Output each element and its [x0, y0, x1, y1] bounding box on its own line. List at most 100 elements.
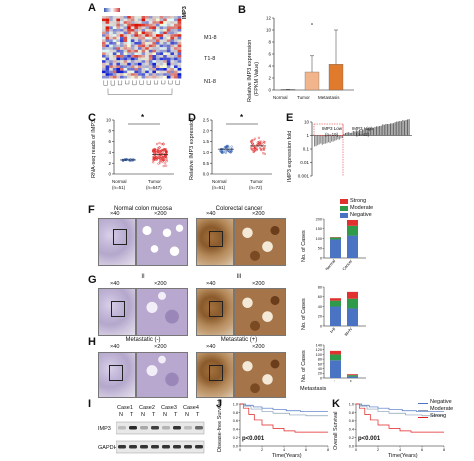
heatmap-cell: [127, 21, 131, 24]
heatmap-cell: [112, 16, 117, 19]
panel-j-curve-moderate: [240, 403, 328, 417]
heatmap-cell: [127, 39, 131, 43]
bar-f-bar-strong: [347, 219, 358, 226]
heatmap-cell: [116, 65, 121, 69]
heatmap-cell: [127, 31, 131, 35]
heatmap-cell: [120, 75, 124, 79]
heatmap-cell: [116, 36, 121, 40]
bar-h-ytick-label: 120: [316, 348, 322, 352]
heatmap-cell: [116, 21, 121, 24]
heatmap-cell: [145, 62, 149, 66]
heatmap-cell: [174, 52, 178, 56]
heatmap-cell: [116, 26, 121, 30]
heatmap-cell: [174, 29, 178, 32]
panel-b-ytick-label: 12: [266, 16, 272, 21]
heatmap-cell: [174, 21, 178, 24]
panel-k-km-plot: 0.0 0.2 0.4 0.6 0.8 1.0 0 2 4 6 8: [349, 402, 445, 452]
heatmap-cell: [159, 36, 164, 40]
heatmap-cell: [163, 49, 167, 53]
mag-g-4: ×200: [252, 281, 265, 287]
heatmap-cell: [152, 47, 157, 50]
heatmap-cell: [109, 62, 113, 66]
panel-b-ytick-label: 4: [268, 64, 271, 69]
panel-j-xtick-label: 0: [239, 448, 241, 452]
heatmap-cell: [112, 65, 117, 69]
heatmap-cell: [166, 47, 171, 50]
bar-h-ytick-label: 80: [318, 358, 322, 362]
panel-c-significance: *: [141, 113, 145, 122]
panel-e-bar: [320, 135, 322, 144]
panel-d-ytick-label: 0.5: [203, 161, 210, 166]
heatmap-cell: [123, 18, 128, 22]
panel-b-xtick-tumor: Tumor: [297, 95, 310, 100]
heatmap-cell: [163, 60, 167, 63]
panel-j-ytick-label: 0.4: [233, 428, 238, 432]
panel-c-tumor-point: [158, 156, 161, 159]
heatmap-cell: [134, 16, 139, 19]
panel-label-e: E: [286, 112, 294, 124]
heatmap-cell: [120, 49, 124, 53]
heatmap-cell: [166, 49, 171, 53]
panel-e-bar: [346, 132, 348, 136]
heatmap-cell: [145, 34, 149, 37]
heatmap-cell: [112, 75, 117, 79]
panel-c-tumor-point: [159, 160, 162, 163]
heatmap-cell: [156, 39, 160, 43]
heatmap-cell: [141, 57, 146, 61]
panel-d-normal-point: [228, 150, 231, 153]
heatmap-cell: [102, 57, 106, 61]
heatmap-cell: [170, 65, 175, 69]
heatmap-cell: [112, 62, 117, 66]
bar-h-ytick-label: 0: [320, 376, 322, 380]
heatmap-cell: [152, 52, 157, 56]
panel-label-c: C: [88, 112, 96, 124]
heatmap-cell: [174, 75, 178, 79]
heatmap-cell: [112, 36, 117, 40]
heatmap-cell: [123, 60, 128, 63]
panel-c-ytick-label: 2: [108, 161, 111, 166]
legend-swatch-moderate: [340, 206, 348, 211]
bar-g-ytick-label: 0: [320, 324, 322, 328]
heatmap-cell: [134, 29, 139, 32]
heatmap-cell: [123, 55, 128, 58]
panel-d-normal-point: [226, 144, 230, 147]
heatmap-cell: [102, 42, 106, 45]
panel-c-tumor-point: [157, 162, 160, 165]
panel-h-right-header: Metastatic (+): [220, 337, 258, 343]
panel-j-ytick-label: 0.8: [233, 411, 238, 415]
bar-h-ytick-label: 140: [316, 343, 322, 347]
heatmap-cell: [105, 16, 110, 19]
heatmap-cell: [134, 36, 139, 40]
panel-c-tumor-point: [155, 153, 158, 156]
panel-e-ytick-label: 0.1: [303, 147, 310, 152]
panel-c-tumor-point: [162, 142, 165, 145]
heatmap-cell: [116, 39, 121, 43]
heatmap-cell: [159, 68, 164, 71]
panel-e-bar: [343, 133, 345, 136]
bar-f-bar-moderate: [330, 237, 341, 240]
heatmap-cell: [145, 36, 149, 40]
heatmap-cell: [120, 62, 124, 66]
panel-d-normal-point: [230, 145, 233, 148]
bar-g-ylabel: No. of Cases: [301, 298, 307, 330]
heatmap-cell: [123, 31, 128, 35]
heatmap-cell: [145, 44, 149, 48]
heatmap-cell: [105, 62, 110, 66]
heatmap-cell: [156, 44, 160, 48]
heatmap-cell: [145, 65, 149, 69]
heatmap-cell: [177, 68, 182, 71]
heatmap-cell: [109, 68, 113, 71]
heatmap-cell: [141, 62, 146, 66]
panel-c-tumor-point: [161, 160, 164, 163]
blot-row-imp3: IMP3: [98, 426, 111, 432]
panel-e-high-label: IMP3 High: [352, 126, 374, 131]
heatmap-cell: [174, 39, 178, 43]
heatmap-cell: [148, 18, 153, 22]
heatmap-cell: [130, 44, 135, 48]
heatmap-cell: [156, 57, 160, 61]
heatmap-cell: [127, 62, 131, 66]
km-legend: Negative Moderate Strong: [418, 399, 468, 421]
heatmap-cell: [112, 68, 117, 71]
heatmap-cell: [120, 34, 124, 37]
km-legend-line-strong: [418, 417, 428, 418]
